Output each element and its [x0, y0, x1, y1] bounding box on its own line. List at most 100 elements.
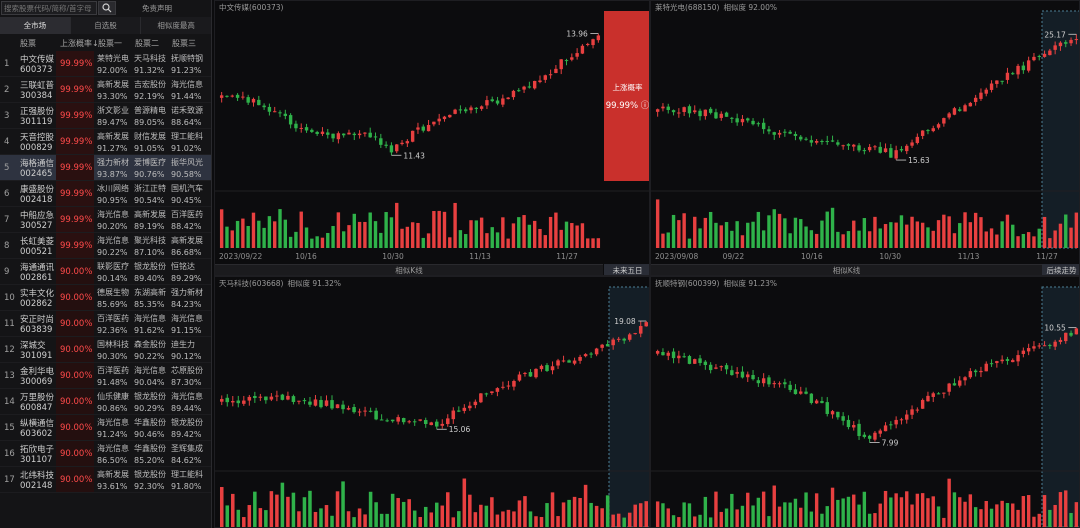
- similar-stock-3[interactable]: 抚顺特钢 91.23%: [171, 54, 203, 75]
- table-row[interactable]: 3 正强股份 301119 99.99% 浙文影业 89.47% 普源精电 89.05% 诺禾致…: [0, 103, 211, 129]
- similar-stock-1[interactable]: 百洋医药 92.36%: [97, 314, 129, 335]
- up-probability: 90.00%: [56, 363, 94, 388]
- table-row[interactable]: 5 海格通信 002465 99.99% 强力新材 93.87% 爱博医疗 90.76% 振华风…: [0, 155, 211, 181]
- table-row[interactable]: 9 海通通讯 002861 90.00% 联影医疗 90.14% 银龙股份 89.40% 恒铭达…: [0, 259, 211, 285]
- similar-stock-2[interactable]: 聚光科技 87.10%: [134, 236, 166, 257]
- table-row[interactable]: 14 万里股份 600847 90.00% 仙乐健康 90.86% 银龙股份 90.29% 海光…: [0, 389, 211, 415]
- candle-body: [973, 97, 978, 102]
- table-row[interactable]: 2 三联虹普 300384 99.99% 高新发展 93.30% 吉宏股份 92.19% 海光信…: [0, 77, 211, 103]
- similar-stock-2[interactable]: 海光信息 90.04%: [134, 366, 166, 387]
- similar-stock-2[interactable]: 吉宏股份 92.19%: [134, 80, 166, 101]
- similar-stock-1[interactable]: 高新发展 91.27%: [97, 132, 129, 153]
- candle-body: [580, 45, 585, 54]
- search-input[interactable]: [1, 1, 97, 15]
- tab-watchlist[interactable]: 自选股: [70, 17, 142, 34]
- similar-stock-2[interactable]: 银龙股份 92.30%: [134, 470, 166, 491]
- similar-stock-2[interactable]: 天马科技 91.32%: [134, 54, 166, 75]
- probability-value[interactable]: 99.99% ⓘ: [605, 100, 650, 111]
- similar-stock-1[interactable]: 国林科技 90.30%: [97, 340, 129, 361]
- similar-stock-3[interactable]: 海光信息 89.44%: [171, 392, 203, 413]
- similar-stock-1[interactable]: 高新发展 93.61%: [97, 470, 129, 491]
- similar-stock-3[interactable]: 迪生力 90.12%: [171, 340, 202, 361]
- similar-panel-2[interactable]: 天马科技(603668) 相似度 91.32% 19.08 15.06: [214, 276, 650, 528]
- similar-stock-3[interactable]: 银龙股份 89.42%: [171, 418, 203, 439]
- candle-body: [273, 111, 277, 113]
- similar-stock-3[interactable]: 国机汽车 90.45%: [171, 184, 203, 205]
- similar-stock-1[interactable]: 高新发展 93.30%: [97, 80, 129, 101]
- similar-stock-3[interactable]: 理工能科 91.80%: [171, 470, 203, 491]
- x-axis-label: 11/27: [556, 252, 578, 261]
- low-price-label: 15.06: [449, 425, 471, 434]
- similar-stock-1[interactable]: 海光信息 86.50%: [97, 444, 129, 465]
- similar-stock-2[interactable]: 东湖高新 85.35%: [134, 288, 166, 309]
- similar-stock-1[interactable]: 海光信息 91.24%: [97, 418, 129, 439]
- similar-stock-1[interactable]: 冰川网络 90.95%: [97, 184, 129, 205]
- similar-stock-2[interactable]: 海光信息 91.62%: [134, 314, 166, 335]
- similar-stock-3[interactable]: 百洋医药 88.42%: [171, 210, 203, 231]
- table-row[interactable]: 8 长虹美菱 000521 99.99% 海光信息 90.22% 聚光科技 87.10% 高新发…: [0, 233, 211, 259]
- column-header-stock-2[interactable]: 股票二: [135, 39, 159, 48]
- similar-stock-1[interactable]: 海光信息 90.22%: [97, 236, 129, 257]
- similar-stock-2[interactable]: 华鑫股份 85.20%: [134, 444, 166, 465]
- similar-stock-1[interactable]: 德展生物 85.69%: [97, 288, 129, 309]
- similar-3-title: 抚顺特钢(600399) 相似度 91.23%: [655, 279, 777, 288]
- similar-stock-1[interactable]: 莱特光电 92.00%: [97, 54, 129, 75]
- candle-body: [931, 393, 935, 397]
- column-header-up-probability[interactable]: 上涨概率↓: [60, 39, 99, 48]
- similar-stock-1[interactable]: 强力新材 93.87%: [97, 158, 129, 179]
- candle-body: [543, 75, 547, 80]
- similar-stock-2[interactable]: 银龙股份 90.29%: [134, 392, 166, 413]
- table-row[interactable]: 10 实丰文化 002862 90.00% 德展生物 85.69% 东湖高新 85.35% 强力…: [0, 285, 211, 311]
- tab-all-market[interactable]: 全市场: [0, 17, 71, 34]
- candle-body: [357, 411, 362, 413]
- subsequent-trend-button[interactable]: 后续走势: [1042, 264, 1079, 275]
- table-row[interactable]: 17 北纬科技 002148 90.00% 高新发展 93.61% 银龙股份 92.30% 理工…: [0, 467, 211, 493]
- similar-stock-3[interactable]: 诺禾致源 88.64%: [171, 106, 203, 127]
- table-row[interactable]: 16 拓欣电子 301107 90.00% 海光信息 86.50% 华鑫股份 85.20% 圣辉…: [0, 441, 211, 467]
- main-kline-panel[interactable]: 中文传媒(600373) 13.96 11.43 2023/09/22 10/16 10…: [214, 0, 650, 276]
- similar-panel-3[interactable]: 抚顺特钢(600399) 相似度 91.23% 10.55 7.99: [650, 276, 1080, 528]
- similar-stock-3[interactable]: 理工能科 91.02%: [171, 132, 203, 153]
- similar-stock-1[interactable]: 仙乐健康 90.86%: [97, 392, 129, 413]
- similar-stock-2[interactable]: 爱博医疗 90.76%: [134, 158, 166, 179]
- similar-stock-1[interactable]: 海光信息 90.20%: [97, 210, 129, 231]
- tab-most-similar[interactable]: 相似度最高: [141, 17, 211, 34]
- similar-stock-3[interactable]: 圣辉集成 84.62%: [171, 444, 203, 465]
- similar-stock-2[interactable]: 华鑫股份 90.46%: [134, 418, 166, 439]
- similar-stock-3[interactable]: 海光信息 91.44%: [171, 80, 203, 101]
- table-row[interactable]: 13 金利华电 300069 90.00% 百洋医药 91.48% 海光信息 90.04% 芯原…: [0, 363, 211, 389]
- disclaimer-link[interactable]: 免责声明: [142, 4, 172, 13]
- similar-stock-1[interactable]: 百洋医药 91.48%: [97, 366, 129, 387]
- table-row[interactable]: 15 纵横通信 603602 90.00% 海光信息 91.24% 华鑫股份 90.46% 银龙…: [0, 415, 211, 441]
- similar-stock-1[interactable]: 浙文影业 89.47%: [97, 106, 129, 127]
- volume-bar: [600, 508, 604, 527]
- future-five-days-button[interactable]: 未来五日: [604, 264, 649, 275]
- similar-stock-2[interactable]: 银龙股份 89.40%: [134, 262, 166, 283]
- similar-stock-2[interactable]: 浙江正特 90.54%: [134, 184, 166, 205]
- similar-stock-1[interactable]: 联影医疗 90.14%: [97, 262, 129, 283]
- column-header-stock[interactable]: 股票: [20, 39, 36, 48]
- volume-bar: [528, 511, 533, 527]
- similar-stock-3[interactable]: 海光信息 91.15%: [171, 314, 203, 335]
- similar-stock-2[interactable]: 财信发展 91.05%: [134, 132, 166, 153]
- table-row[interactable]: 6 康盛股份 002418 99.99% 冰川网络 90.95% 浙江正特 90.54% 国机汽…: [0, 181, 211, 207]
- table-row[interactable]: 4 天音控股 000829 99.99% 高新发展 91.27% 财信发展 91.05% 理工能…: [0, 129, 211, 155]
- similar-panel-1[interactable]: 莱特光电(688150) 相似度 92.00% 25.17 15.63 2023/09…: [650, 0, 1080, 276]
- table-row[interactable]: 12 深城交 301091 90.00% 国林科技 90.30% 森金股份 90.22% 迪生力…: [0, 337, 211, 363]
- candle-body: [302, 400, 307, 402]
- column-header-stock-3[interactable]: 股票三: [172, 39, 196, 48]
- similar-stock-3[interactable]: 芯原股份 87.30%: [171, 366, 203, 387]
- similar-stock-3[interactable]: 振华风光 90.58%: [171, 158, 203, 179]
- table-row[interactable]: 7 中船应急 300527 99.99% 海光信息 90.20% 高新发展 89.19% 百洋医…: [0, 207, 211, 233]
- similar-stock-2[interactable]: 森金股份 90.22%: [134, 340, 166, 361]
- table-row[interactable]: 11 安正时尚 603839 90.00% 百洋医药 92.36% 海光信息 91.62% 海光…: [0, 311, 211, 337]
- similar-stock-3[interactable]: 恒铭达 89.29%: [171, 262, 202, 283]
- volume-bar: [363, 514, 367, 527]
- similar-stock-2[interactable]: 高新发展 89.19%: [134, 210, 166, 231]
- table-row[interactable]: 1 中文传媒 600373 99.99% 莱特光电 92.00% 天马科技 91.32% 抚顺特…: [0, 51, 211, 77]
- similar-stock-3[interactable]: 强力新材 84.23%: [171, 288, 203, 309]
- search-button[interactable]: [98, 1, 116, 15]
- similar-stock-3[interactable]: 高新发展 86.68%: [171, 236, 203, 257]
- similar-stock-2[interactable]: 普源精电 89.05%: [134, 106, 166, 127]
- column-header-stock-1[interactable]: 股票一: [98, 39, 122, 48]
